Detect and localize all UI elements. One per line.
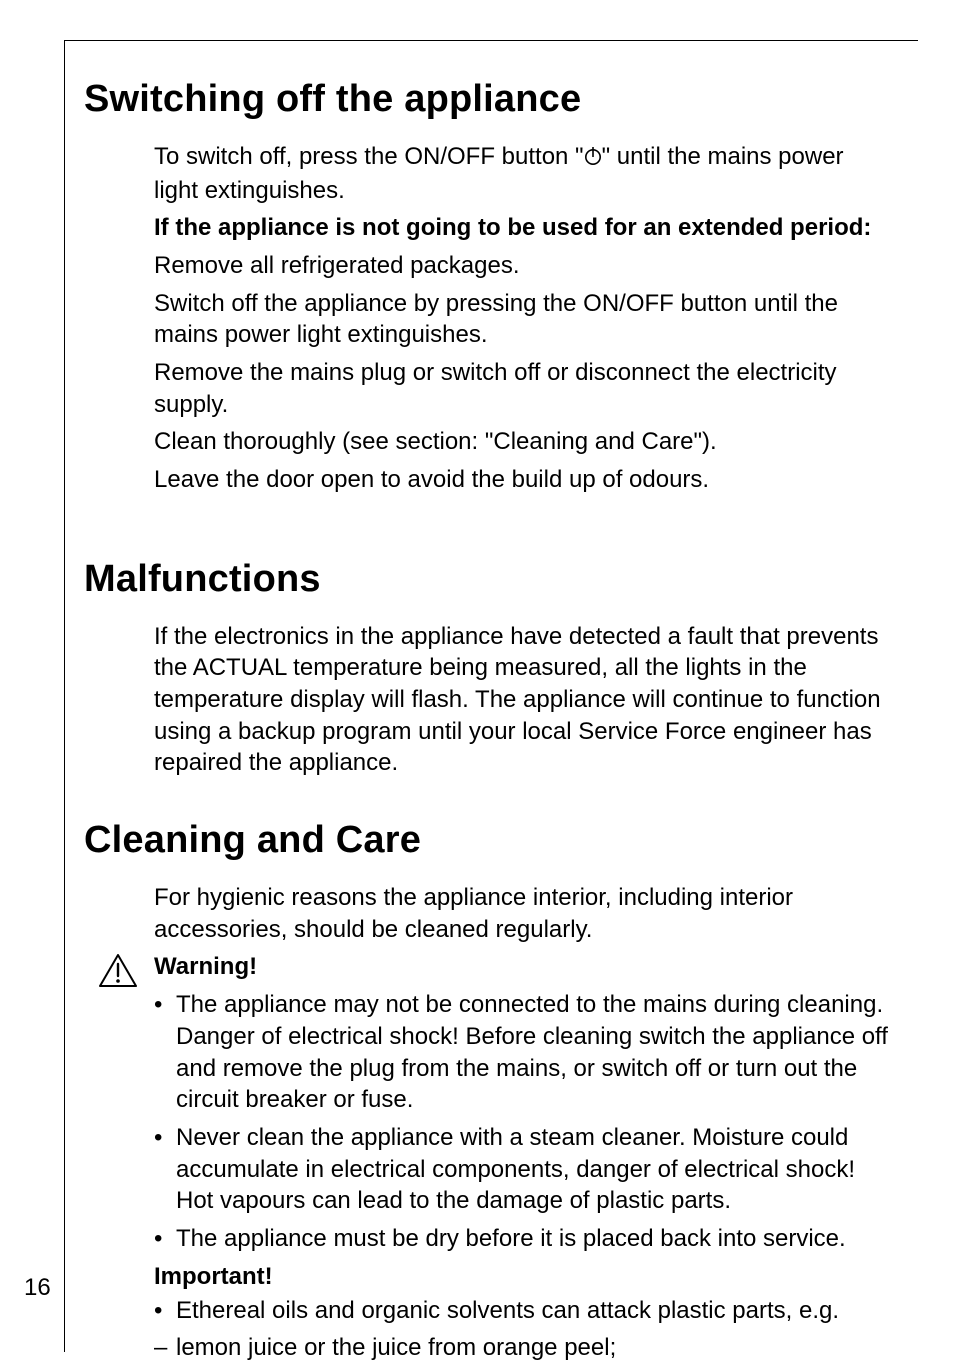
page-content: Switching off the appliance To switch of… (84, 78, 892, 1364)
caution-triangle-icon (98, 953, 138, 989)
switch-off-p5: Remove the mains plug or switch off or d… (154, 357, 892, 420)
switch-off-p2: If the appliance is not going to be used… (154, 212, 892, 244)
switch-off-p3: Remove all refrigerated packages. (154, 250, 892, 282)
switch-off-p6: Clean thoroughly (see section: "Cleaning… (154, 426, 892, 458)
switch-off-p1: To switch off, press the ON/OFF button "… (154, 141, 892, 206)
heading-switch-off: Switching off the appliance (84, 78, 892, 121)
switch-off-p7: Leave the door open to avoid the build u… (154, 464, 892, 496)
important-bullet-1: Ethereal oils and organic solvents can a… (154, 1295, 892, 1327)
heading-malfunctions: Malfunctions (84, 558, 892, 601)
manual-page: Switching off the appliance To switch of… (0, 0, 954, 1352)
cleaning-warning-bullets: The appliance may not be connected to th… (154, 989, 892, 1254)
switch-off-p4: Switch off the appliance by pressing the… (154, 288, 892, 351)
warning-row: Warning! (84, 951, 892, 989)
malfunctions-p1: If the electronics in the appliance have… (154, 621, 892, 779)
heading-cleaning: Cleaning and Care (84, 819, 892, 862)
important-dash-1: lemon juice or the juice from orange pee… (154, 1332, 892, 1364)
warning-bullet-2: Never clean the appliance with a steam c… (154, 1122, 892, 1217)
cleaning-important-bullets: Ethereal oils and organic solvents can a… (154, 1295, 892, 1327)
malfunctions-body: If the electronics in the appliance have… (154, 621, 892, 779)
cleaning-p1: For hygienic reasons the appliance inter… (154, 882, 892, 945)
switch-off-body: To switch off, press the ON/OFF button "… (154, 141, 892, 496)
important-label: Important! (154, 1263, 892, 1291)
power-icon (584, 143, 602, 175)
cleaning-intro: For hygienic reasons the appliance inter… (154, 882, 892, 945)
warning-label: Warning! (154, 951, 892, 983)
switch-off-p1-pre: To switch off, press the ON/OFF button " (154, 143, 584, 170)
warning-bullet-1: The appliance may not be connected to th… (154, 989, 892, 1116)
warning-bullet-3: The appliance must be dry before it is p… (154, 1223, 892, 1255)
page-number: 16 (24, 1274, 51, 1302)
